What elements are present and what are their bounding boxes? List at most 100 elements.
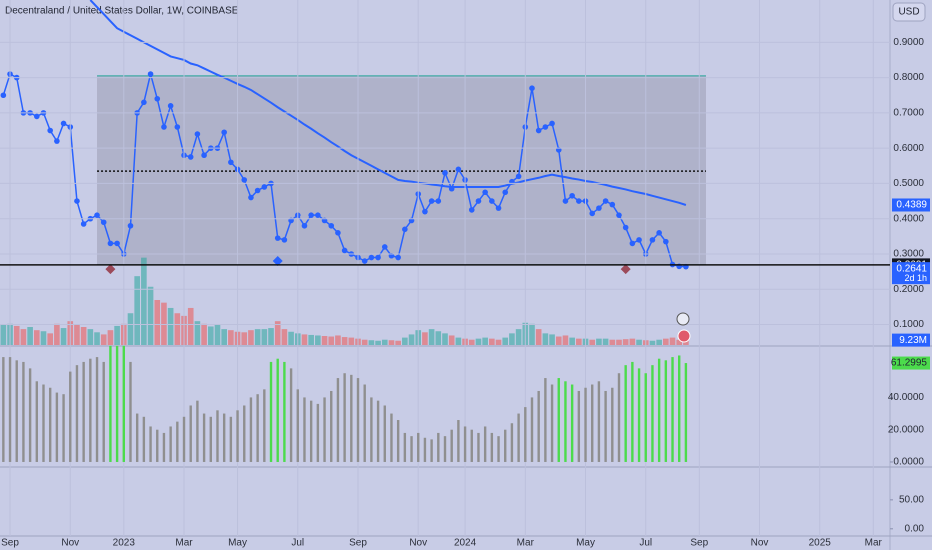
indicator-bar	[396, 420, 400, 462]
volume-bar	[489, 338, 495, 345]
y-tick-label: 0.9000	[893, 37, 924, 48]
price-point	[221, 129, 227, 136]
volume-bar	[94, 332, 100, 345]
x-tick-label: Mar	[175, 538, 193, 549]
indicator-bar	[162, 432, 166, 462]
volume-bar	[214, 324, 221, 345]
currency-label[interactable]: USD	[898, 7, 919, 18]
price-point	[616, 212, 622, 218]
indicator-bar	[82, 361, 85, 462]
price-point	[47, 127, 53, 134]
indicator-bar	[390, 413, 393, 462]
price-point	[361, 258, 368, 264]
price-point	[368, 254, 375, 261]
price-point	[167, 103, 174, 109]
volume-bar	[555, 336, 562, 345]
price-point	[281, 237, 288, 243]
volume-bar	[254, 329, 261, 345]
indicator-bar	[169, 426, 172, 462]
indicator-bar	[591, 384, 594, 462]
indicator-bar	[249, 397, 253, 462]
volume-bar	[636, 339, 642, 345]
indicator-bar	[350, 374, 353, 462]
indicator-bar	[122, 345, 125, 462]
volume-bar	[147, 286, 154, 345]
price-point	[375, 254, 381, 261]
indicator-bar	[2, 357, 5, 462]
volume-bar	[201, 323, 207, 345]
volume-bar	[616, 339, 622, 345]
indicator-bar	[570, 384, 574, 462]
indicator-bar	[129, 361, 132, 462]
y-tick-label: 20.0000	[888, 424, 925, 435]
price-point	[636, 237, 642, 243]
indicator-bar	[296, 389, 299, 462]
last-price: 0.2641	[896, 263, 927, 274]
volume-bar	[40, 331, 47, 345]
y-tick-label: 0.0000	[893, 457, 924, 468]
price-point	[241, 177, 248, 183]
event-icon[interactable]	[677, 329, 691, 343]
volume-bar	[422, 332, 428, 345]
price-point	[100, 219, 107, 226]
chart-title: Decentraland / United States Dollar, 1W,…	[5, 6, 239, 17]
currency-button[interactable]	[892, 2, 926, 22]
price-point	[542, 124, 549, 130]
indicator-bar	[28, 368, 32, 462]
x-tick-label: Sep	[1, 538, 19, 549]
price-point	[468, 207, 475, 213]
volume-bar	[622, 339, 629, 345]
price-point	[161, 124, 167, 130]
indicator-bar	[222, 413, 226, 462]
price-point	[428, 198, 435, 204]
last-price-box	[892, 262, 930, 285]
volume-bar	[74, 324, 80, 345]
indicator-bar	[443, 436, 447, 462]
price-point	[589, 210, 596, 217]
price-point	[475, 198, 482, 204]
indicator-bar	[564, 381, 567, 462]
volume-bar	[609, 339, 616, 345]
volume-bar	[562, 335, 569, 345]
volume-bar	[134, 276, 140, 345]
price-point	[141, 99, 147, 106]
indicator-bar	[417, 432, 420, 462]
indicator-bar	[149, 426, 152, 462]
indicator-bar	[229, 416, 233, 462]
price-point	[395, 254, 401, 261]
indicator-bar	[269, 361, 273, 462]
volume-bar	[80, 327, 87, 345]
volume-bar	[174, 313, 181, 345]
volume-bar	[448, 335, 455, 345]
price-point	[602, 198, 609, 204]
indicator-bar	[283, 361, 286, 462]
volume-bar	[428, 329, 435, 345]
price-point	[502, 189, 509, 196]
indicator-bar	[644, 373, 647, 462]
price-point	[228, 159, 234, 166]
indicator-bar	[530, 397, 534, 462]
indicator-bar	[604, 390, 607, 462]
indicator-bar	[95, 357, 99, 462]
price-point	[622, 224, 629, 231]
volume-bar	[20, 329, 27, 345]
event-icon[interactable]	[676, 312, 690, 326]
indicator-bar	[631, 361, 634, 462]
price-point	[0, 92, 7, 99]
indicator-bar	[75, 365, 79, 462]
indicator-bar	[376, 400, 380, 462]
indicator-bar	[309, 400, 313, 462]
volume-bar	[47, 333, 53, 345]
indicator-bar	[510, 423, 514, 462]
indicator-bar	[209, 416, 212, 462]
volume-bar	[468, 339, 475, 345]
indicator-bar	[450, 429, 453, 462]
price-point	[301, 222, 308, 229]
indicator-bar	[617, 373, 621, 462]
price-point	[60, 120, 67, 127]
indicator-bar	[671, 357, 674, 462]
volume-bar	[435, 331, 442, 345]
volume-bar	[13, 325, 20, 345]
price-point	[455, 166, 462, 173]
